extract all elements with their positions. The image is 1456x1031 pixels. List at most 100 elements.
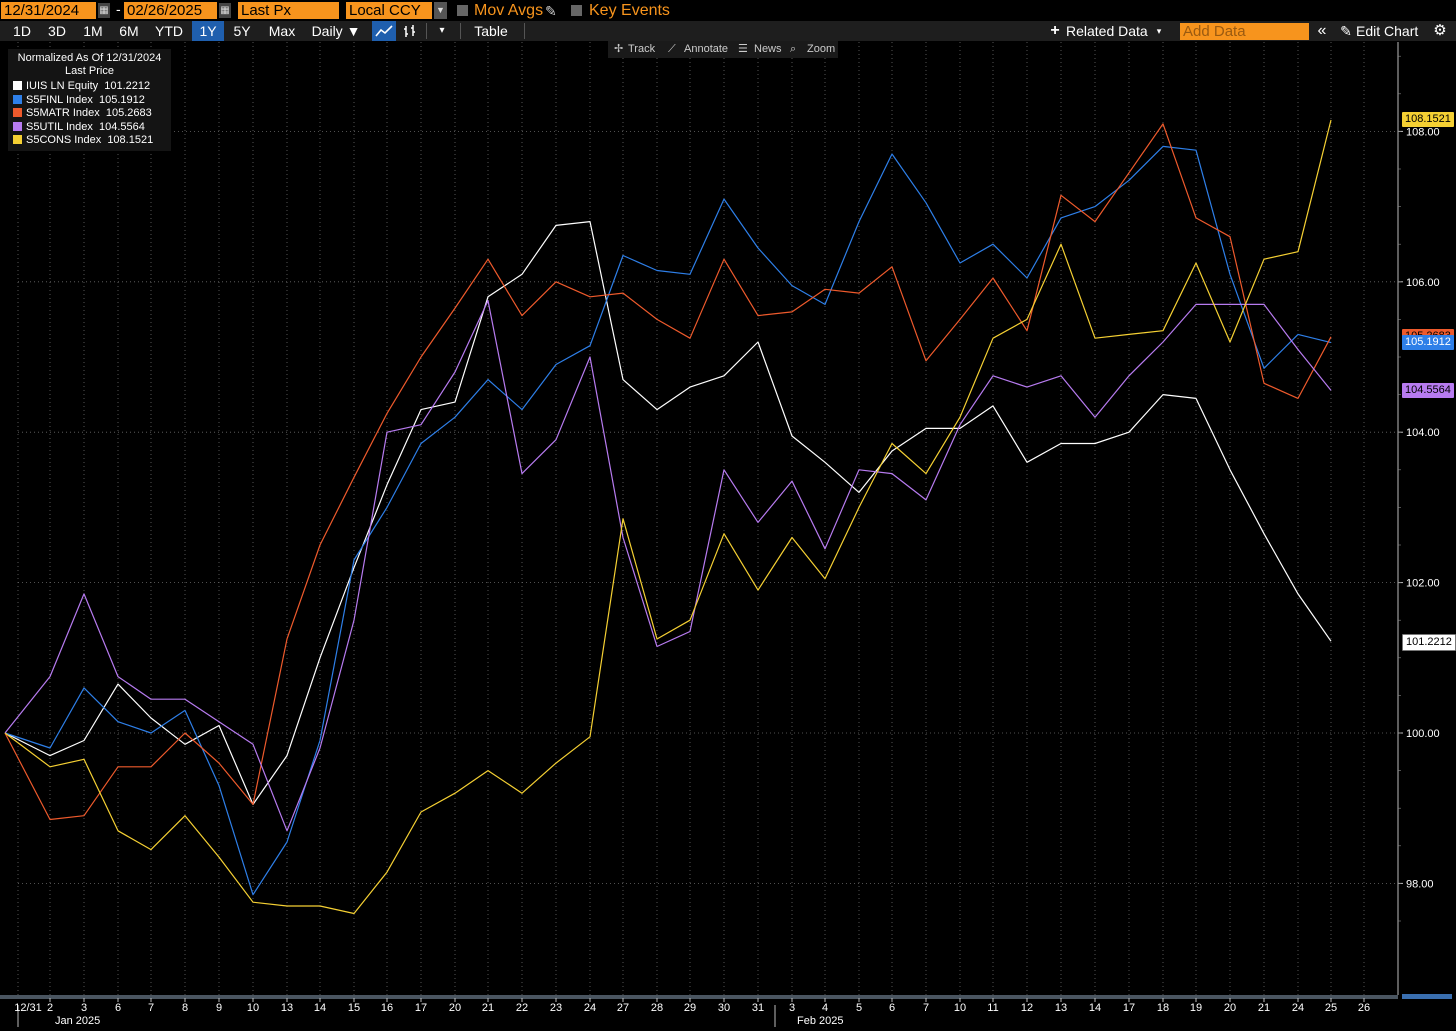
x-tick-label: 2 bbox=[47, 1002, 53, 1014]
news-button[interactable]: News bbox=[754, 43, 782, 55]
month-label: Feb 2025 bbox=[797, 1015, 843, 1027]
field-selector[interactable]: Last Px bbox=[238, 2, 339, 19]
series-line-4 bbox=[4, 119, 1332, 915]
key-events-label[interactable]: Key Events bbox=[589, 2, 670, 19]
end-date-field[interactable]: 02/26/2025 bbox=[124, 2, 217, 19]
chart-legend: Normalized As Of 12/31/2024 Last Price I… bbox=[8, 49, 171, 151]
frequency-selector[interactable]: Daily ▼ bbox=[311, 23, 361, 39]
currency-selector[interactable]: Local CCY bbox=[346, 2, 432, 19]
gear-icon[interactable]: ⚙ bbox=[1433, 22, 1447, 39]
legend-row[interactable]: S5MATR Index 105.2683 bbox=[13, 107, 152, 120]
chart-lines bbox=[4, 119, 1332, 915]
currency-dropdown-icon[interactable]: ▼ bbox=[434, 2, 447, 19]
period-5y-button[interactable]: 5Y bbox=[233, 23, 251, 39]
legend-row[interactable]: S5FINL Index 105.1912 bbox=[13, 94, 145, 107]
key-events-checkbox[interactable] bbox=[571, 5, 582, 16]
period-6m-button[interactable]: 6M bbox=[119, 23, 139, 39]
x-tick-label: 23 bbox=[550, 1002, 562, 1014]
zoom-icon[interactable]: ⌕ bbox=[790, 43, 797, 55]
x-tick-label: 12 bbox=[1021, 1002, 1033, 1014]
mov-avgs-label[interactable]: Mov Avgs bbox=[474, 2, 544, 19]
legend-series-name: S5CONS Index bbox=[26, 134, 102, 146]
period-1d-button[interactable]: 1D bbox=[13, 23, 31, 39]
track-button[interactable]: Track bbox=[628, 43, 656, 55]
x-tick-label: 17 bbox=[1123, 1002, 1135, 1014]
y-tick-label: 108.00 bbox=[1406, 126, 1440, 138]
add-data-input[interactable]: Add Data bbox=[1180, 23, 1309, 40]
period-toolbar: 1D 3D 1M 6M YTD 1Y 5Y Max Daily ▼ ▾ Tabl… bbox=[0, 21, 1456, 41]
mov-avgs-checkbox[interactable] bbox=[457, 5, 468, 16]
zoom-button[interactable]: Zoom bbox=[807, 43, 836, 55]
x-tick-label: 16 bbox=[381, 1002, 393, 1014]
x-tick-label: 24 bbox=[1292, 1002, 1304, 1014]
news-icon[interactable]: ☰ bbox=[738, 43, 748, 55]
y-tick-label: 100.00 bbox=[1406, 728, 1440, 740]
x-tick-label: 7 bbox=[148, 1002, 154, 1014]
edit-chart-pencil-icon[interactable]: ✎ bbox=[1340, 23, 1352, 39]
x-tick-label: 15 bbox=[348, 1002, 360, 1014]
x-tick-label: 26 bbox=[1358, 1002, 1370, 1014]
start-calendar-icon[interactable]: ▦ bbox=[98, 3, 110, 18]
legend-series-value: 101.2212 bbox=[98, 80, 151, 92]
top-toolbar: 12/31/2024 ▦ - 02/26/2025 ▦ Last Px Loca… bbox=[0, 0, 1456, 21]
x-tick-label: 20 bbox=[1224, 1002, 1236, 1014]
legend-series-value: 104.5564 bbox=[92, 120, 145, 133]
x-tick-label: 18 bbox=[1157, 1002, 1169, 1014]
last-value-tag: 104.5564 bbox=[1402, 382, 1454, 398]
x-tick-label: 13 bbox=[1055, 1002, 1067, 1014]
toolbar-divider bbox=[524, 23, 525, 39]
period-max-button[interactable]: Max bbox=[268, 23, 296, 39]
x-tick-label: 12/31 bbox=[14, 1002, 42, 1014]
bar-chart-icon[interactable] bbox=[398, 21, 422, 41]
x-tick-label: 25 bbox=[1325, 1002, 1337, 1014]
x-tick-label: 7 bbox=[923, 1002, 929, 1014]
start-date-field[interactable]: 12/31/2024 bbox=[1, 2, 96, 19]
x-tick-label: 14 bbox=[1089, 1002, 1101, 1014]
period-1m-button[interactable]: 1M bbox=[83, 23, 103, 39]
last-value-tag: 101.2212 bbox=[1402, 633, 1456, 651]
chart-tools: ✢ Track ⟋ Annotate ☰ News ⌕ Zoom bbox=[608, 41, 838, 58]
legend-row[interactable]: IUIS LN Equity 101.2212 bbox=[13, 80, 150, 93]
x-tick-label: 21 bbox=[482, 1002, 494, 1014]
period-3d-button[interactable]: 3D bbox=[48, 23, 66, 39]
x-tick-label: 31 bbox=[752, 1002, 764, 1014]
x-tick-label: 20 bbox=[449, 1002, 461, 1014]
period-ytd-button[interactable]: YTD bbox=[155, 23, 183, 39]
series-line-2 bbox=[4, 123, 1332, 821]
period-1y-button[interactable]: 1Y bbox=[192, 21, 224, 41]
y-axis-labels: 98.00 100.00 102.00 104.00 106.00 108.00 bbox=[1406, 126, 1440, 890]
x-tick-label: 28 bbox=[651, 1002, 663, 1014]
x-tick-label: 6 bbox=[889, 1002, 895, 1014]
legend-swatch bbox=[13, 108, 22, 117]
legend-row[interactable]: S5CONS Index 108.1521 bbox=[13, 134, 153, 147]
annotate-button[interactable]: Annotate bbox=[684, 43, 729, 55]
line-chart-icon[interactable] bbox=[372, 21, 396, 41]
legend-series-value: 108.1521 bbox=[101, 134, 154, 146]
legend-swatch bbox=[13, 121, 22, 131]
collapse-icon[interactable]: « bbox=[1317, 22, 1327, 39]
table-button[interactable]: Table bbox=[474, 23, 508, 39]
x-tick-label: 19 bbox=[1190, 1002, 1202, 1014]
chart-grid bbox=[17, 42, 1398, 995]
annotate-icon[interactable]: ⟋ bbox=[668, 43, 676, 55]
legend-subheader: Last Price bbox=[65, 65, 114, 77]
x-tick-label: 8 bbox=[182, 1002, 188, 1014]
y-tick-label: 106.00 bbox=[1406, 277, 1440, 289]
track-icon[interactable]: ✢ bbox=[614, 43, 624, 55]
date-separator: - bbox=[116, 1, 121, 17]
legend-row[interactable]: S5UTIL Index 104.5564 bbox=[13, 121, 145, 134]
pencil-icon[interactable]: ✎ bbox=[545, 3, 557, 19]
legend-series-name: S5UTIL Index bbox=[26, 120, 93, 133]
x-axis-labels: 12/31 2 3 6 7 8 9 10 13 14 15 16 17 20 21 22 23 24 27 28 29 3… bbox=[14, 1002, 1370, 1027]
x-tick-label: 29 bbox=[684, 1002, 696, 1014]
related-data-button[interactable]: Related Data bbox=[1066, 23, 1148, 39]
chart-type-dropdown-icon[interactable]: ▾ bbox=[439, 25, 445, 36]
plus-icon[interactable]: + bbox=[1050, 22, 1060, 39]
edit-chart-button[interactable]: Edit Chart bbox=[1356, 23, 1419, 39]
related-data-dropdown-icon[interactable]: ▾ bbox=[1156, 26, 1162, 36]
last-value-tag: 105.1912 bbox=[1402, 335, 1454, 351]
legend-swatch bbox=[13, 94, 22, 104]
x-tick-label: 6 bbox=[115, 1002, 121, 1014]
end-calendar-icon[interactable]: ▦ bbox=[219, 3, 231, 18]
